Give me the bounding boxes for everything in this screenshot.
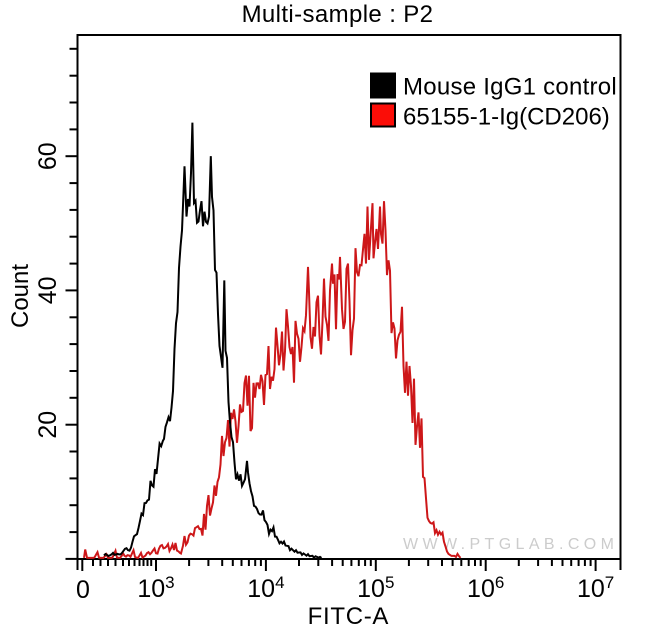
svg-text:WWW.PTGLAB.COM: WWW.PTGLAB.COM [403, 536, 618, 553]
svg-text:40: 40 [34, 276, 62, 304]
svg-text:FITC-A: FITC-A [308, 603, 390, 630]
svg-text:Mouse IgG1 control: Mouse IgG1 control [403, 74, 617, 101]
svg-text:0: 0 [76, 576, 90, 604]
svg-text:60: 60 [34, 142, 62, 170]
svg-text:Count: Count [7, 264, 34, 328]
svg-text:Multi-sample : P2: Multi-sample : P2 [242, 1, 434, 28]
svg-text:65155-1-Ig(CD206): 65155-1-Ig(CD206) [403, 104, 610, 131]
svg-text:20: 20 [34, 411, 62, 439]
